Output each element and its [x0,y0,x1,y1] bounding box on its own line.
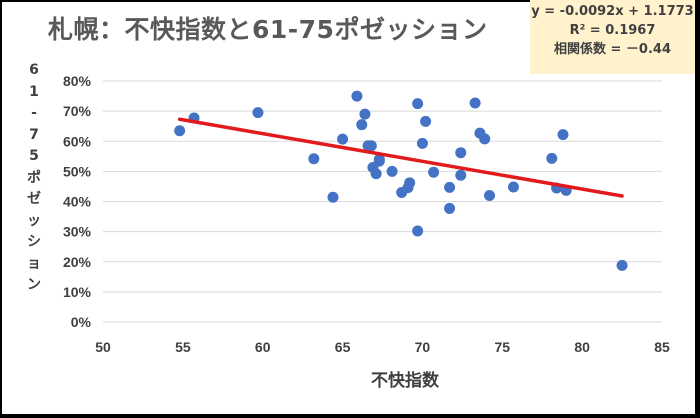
y-axis-label-char: ポ [27,169,41,186]
regression-equation: y = -0.0092x + 1.1773 [531,4,694,19]
data-point [412,98,424,110]
data-point [444,202,456,214]
y-tick-label: 80% [63,73,92,89]
data-point [351,90,363,102]
y-axis-label-char: ョ [27,255,41,272]
data-point [546,152,558,164]
data-point [557,129,569,141]
data-point [370,168,382,180]
data-point [469,97,481,109]
y-tick-label: 60% [63,133,92,149]
y-tick-label: 40% [63,194,92,210]
y-tick-label: 0% [71,314,92,330]
data-point [404,177,416,189]
data-point [479,133,491,145]
x-tick-label: 55 [175,339,191,355]
x-axis-label: 不快指数 [371,371,439,391]
x-tick-label: 60 [255,339,271,355]
data-point [484,189,496,201]
x-tick-label: 85 [654,339,670,355]
r-squared: R² = 0.1967 [569,23,656,38]
x-tick-label: 70 [415,339,431,355]
data-point [455,169,467,181]
data-point [365,140,377,152]
data-point [359,108,371,120]
y-axis-label-char: シ [27,234,41,250]
data-point [444,181,456,193]
y-tick-label: 20% [63,254,92,270]
y-axis-label-char: ゼ [27,191,41,207]
data-point [386,165,398,177]
y-axis-label: 6 1 - 7 5 ポゼッション [24,60,44,297]
y-axis-label-char: 1 [29,83,39,100]
data-point [337,133,349,145]
data-point [616,259,628,271]
x-tick-label: 65 [335,339,351,355]
y-axis-label-char: 6 [29,62,39,78]
data-point [420,115,432,127]
data-point [455,147,467,159]
data-point [416,137,428,149]
data-point [356,119,368,131]
chart-title: 札幌：不快指数と61-75ポゼッション [48,15,488,44]
data-point [174,125,186,137]
y-tick-label: 10% [63,284,92,300]
data-point [507,181,519,193]
y-axis-label-char: ッ [27,212,41,229]
correlation-coefficient: 相関係数 = －0.44 [553,42,672,57]
data-point [327,191,339,203]
regression-stats-box: y = -0.0092x + 1.1773 R² = 0.1967 相関係数 =… [530,0,695,74]
data-point [373,155,385,167]
y-tick-label: 30% [63,224,92,240]
data-point [428,166,440,178]
y-axis-label-char: ン [27,277,41,293]
x-tick-label: 50 [95,339,111,355]
data-point [412,225,424,237]
x-tick-label: 75 [494,339,510,355]
y-axis-label-char: 7 [29,126,39,143]
y-axis-label-char: - [31,105,37,121]
trendline [177,117,624,198]
x-tick-label: 80 [574,339,590,355]
data-point [308,153,320,165]
y-tick-label: 50% [63,163,92,179]
y-tick-label: 70% [63,103,92,119]
y-axis-label-char: 5 [29,148,39,164]
data-point [252,107,264,119]
